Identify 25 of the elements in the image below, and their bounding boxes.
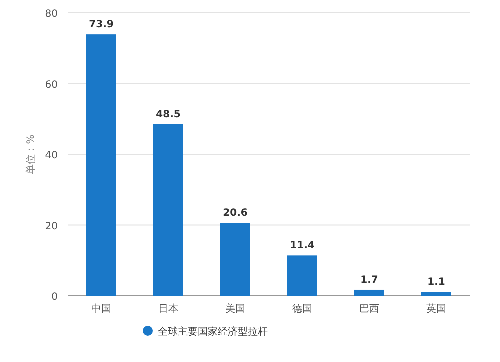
bar [220, 223, 250, 296]
bar [422, 292, 452, 296]
y-tick-label: 80 [45, 9, 58, 20]
data-label: 73.9 [89, 20, 114, 31]
x-tick-label: 英国 [426, 303, 446, 315]
data-label: 1.7 [360, 274, 378, 286]
data-label: 1.1 [428, 277, 446, 288]
x-tick-label: 巴西 [360, 304, 380, 315]
bar [154, 124, 184, 296]
data-label: 11.4 [290, 240, 315, 252]
y-axis-title: 单位：% [25, 134, 37, 174]
y-tick-label: 40 [45, 150, 58, 162]
y-tick-label: 0 [52, 292, 58, 303]
x-tick-label: 德国 [292, 304, 312, 315]
x-tick-label: 中国 [92, 303, 112, 315]
data-label: 20.6 [223, 208, 248, 220]
data-label: 48.5 [156, 109, 181, 120]
bar [288, 256, 318, 296]
bar [354, 290, 384, 296]
x-tick-label: 日本 [158, 303, 178, 315]
x-tick-label: 美国 [226, 303, 246, 315]
y-tick-label: 20 [45, 221, 58, 232]
bar [86, 34, 116, 296]
legend-label: 全球主要国家经济型拉杆 [158, 326, 268, 338]
y-tick-label: 60 [45, 80, 58, 91]
